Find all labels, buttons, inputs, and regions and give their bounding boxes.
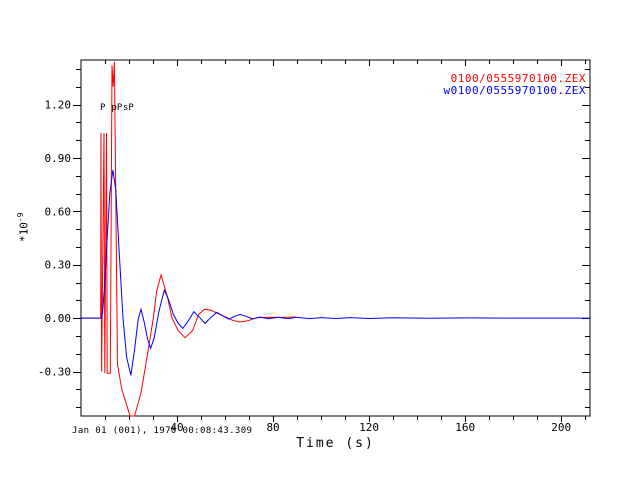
y-tick-label: 0.90: [45, 152, 72, 165]
legend-entry-blue: w0100/0555970100.ZEX: [443, 84, 586, 97]
start-time-stamp: Jan 01 (001), 1970 00:08:43.309: [72, 426, 253, 436]
red-trace: [81, 61, 297, 417]
phase-label-sp: sP: [123, 103, 134, 113]
y-axis-label-exponent: -9: [16, 212, 25, 223]
x-tick-label: 120: [359, 421, 379, 434]
x-tick-label: 40: [170, 421, 183, 434]
x-tick-label: 160: [455, 421, 475, 434]
x-tick-label: 200: [551, 421, 571, 434]
y-tick-label: 0.30: [45, 259, 72, 272]
phase-label-p: P: [100, 103, 106, 113]
x-axis-label: Time (s): [296, 436, 375, 451]
legend-entry-red: 0100/0555970100.ZEX: [450, 72, 586, 85]
phase-label-pp: pP: [111, 103, 122, 113]
y-tick-label: -0.30: [38, 366, 71, 379]
blue-trace: [81, 169, 590, 376]
y-tick-label: 1.20: [45, 99, 72, 112]
plot-frame: [80, 59, 591, 417]
y-tick-label: 0.60: [45, 205, 72, 218]
y-axis-label-base: *10: [17, 222, 31, 242]
x-tick-label: 80: [266, 421, 279, 434]
y-axis-label: *10-9: [16, 212, 31, 242]
y-tick-label: 0.00: [45, 312, 72, 325]
